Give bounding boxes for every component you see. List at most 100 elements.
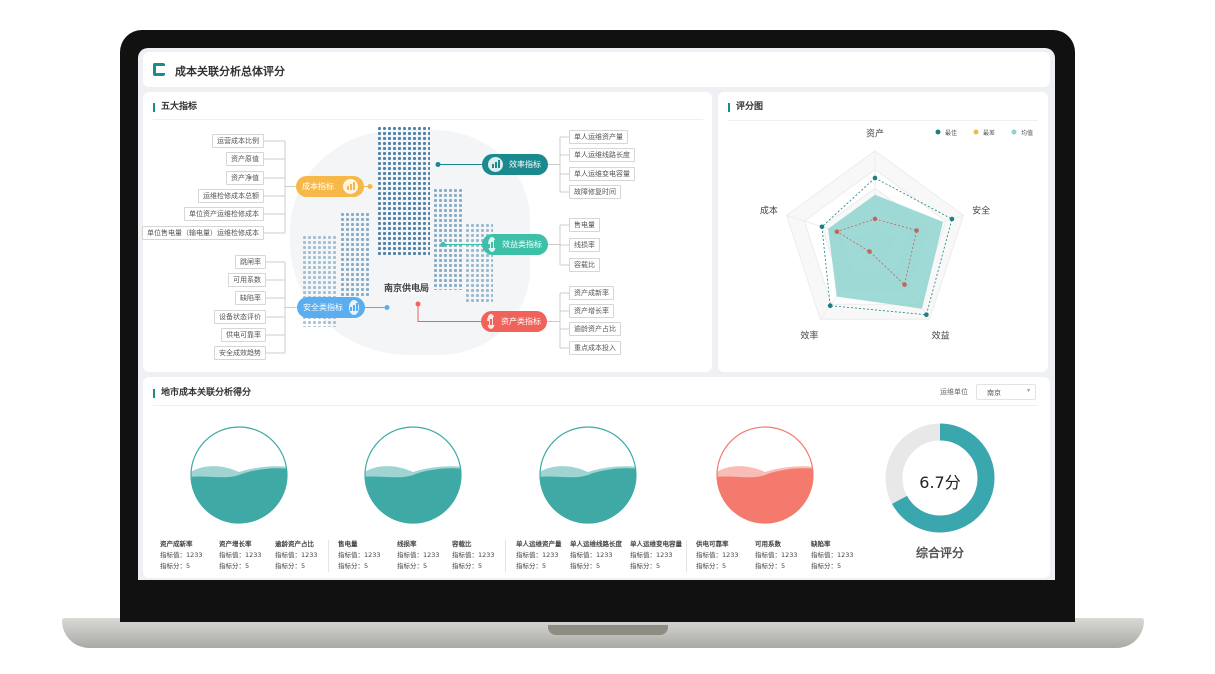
radar-axis-label: 效率 <box>800 329 818 341</box>
indicator-leaf[interactable]: 资产净值 <box>226 171 264 185</box>
radar-axis-label: 效益 <box>932 329 950 341</box>
indicator-node-label: 成本指标 <box>302 182 334 191</box>
indicator-leaf[interactable]: 缺陷率 <box>235 291 266 305</box>
indicator-node-efficiency[interactable]: 效率指标 <box>482 154 548 175</box>
score-gauge <box>190 426 288 524</box>
indicator-value: 指标值：1233 <box>755 551 798 559</box>
wave-front <box>365 468 461 523</box>
indicator-leaf[interactable]: 单人运维线路长度 <box>569 148 635 162</box>
radar-axis-label: 成本 <box>760 205 778 217</box>
indicator-node-safety[interactable]: 安全类指标 <box>297 297 365 318</box>
indicator-leaf[interactable]: 单人运维变电容量 <box>569 167 635 181</box>
divider <box>153 405 1038 406</box>
indicator-name: 单人运维变电容量 <box>630 540 682 548</box>
indicator-detail: 缺陷率 指标值：1233 指标分：5 <box>811 539 854 572</box>
indicator-leaf[interactable]: 资产增长率 <box>569 304 614 318</box>
indicator-leaf[interactable]: 跳闸率 <box>235 255 266 269</box>
indicator-value: 指标值：1233 <box>219 551 262 559</box>
indicator-leaf[interactable]: 设备状态评价 <box>214 310 266 324</box>
wave-front <box>191 468 287 523</box>
radar-point <box>872 175 878 181</box>
indicator-value: 指标值：1233 <box>570 551 613 559</box>
indicator-leaf[interactable]: 安全成效趋势 <box>214 346 266 360</box>
center-label: 南京供电局 <box>384 281 430 294</box>
divider <box>153 119 703 120</box>
overall-donut <box>885 423 995 533</box>
indicator-name: 资产增长率 <box>219 540 252 548</box>
page-title: 成本关联分析总体评分 <box>175 65 285 78</box>
indicator-leaf[interactable]: 运营成本比例 <box>212 134 264 148</box>
gauge-water <box>540 466 636 523</box>
indicator-node-label: 效率指标 <box>509 160 541 169</box>
indicator-name: 资产成新率 <box>160 540 193 548</box>
connector-dot <box>415 301 421 307</box>
indicator-leaf[interactable]: 运维检修成本总额 <box>198 189 264 203</box>
indicator-leaf[interactable]: 线损率 <box>569 238 600 252</box>
indicator-leaf[interactable]: 供电可靠率 <box>221 328 266 342</box>
indicator-value: 指标值：1233 <box>630 551 673 559</box>
app-logo-icon <box>153 63 165 76</box>
building-graphic <box>433 188 463 290</box>
indicator-detail: 单人运维资产量 指标值：1233 指标分：5 <box>516 539 562 572</box>
indicator-leaf[interactable]: 资产成新率 <box>569 286 614 300</box>
radar-point <box>949 216 955 222</box>
column-divider <box>328 540 329 572</box>
unit-select[interactable]: 南京 ▾ <box>976 384 1036 400</box>
indicator-node-asset[interactable]: 资产类指标 <box>481 311 547 332</box>
connector-dot <box>367 184 373 189</box>
bar-chart-icon <box>343 179 358 194</box>
donut-fill <box>885 423 995 533</box>
indicator-score: 指标分：5 <box>630 562 661 570</box>
radar-axis-label: 资产 <box>866 127 884 139</box>
indicator-detail: 供电可靠率 指标值：1233 指标分：5 <box>696 539 739 572</box>
indicator-value: 指标值：1233 <box>160 551 203 559</box>
radar-series-avg <box>828 194 944 309</box>
radar-series-best <box>821 177 953 316</box>
overall-score: 6.7分 <box>919 473 961 492</box>
indicator-node-benefit[interactable]: 效益类指标 <box>482 234 548 255</box>
indicator-value: 指标值：1233 <box>338 551 381 559</box>
gauge-water <box>717 466 813 523</box>
connector-dot <box>435 162 441 167</box>
indicator-leaf[interactable]: 单位资产运维检修成本 <box>184 207 264 221</box>
score-gauge <box>539 426 637 524</box>
indicator-leaf[interactable]: 可用系数 <box>228 273 266 287</box>
indicator-name: 容载比 <box>452 540 472 548</box>
legend-marker <box>935 129 941 135</box>
indicator-node-label: 安全类指标 <box>303 303 343 312</box>
indicator-node-cost[interactable]: 成本指标 <box>296 176 364 197</box>
indicator-leaf[interactable]: 容载比 <box>569 258 600 272</box>
indicator-node-label: 效益类指标 <box>502 240 542 249</box>
connector-line <box>417 304 481 322</box>
radar-point <box>872 216 878 222</box>
five-indicators-title: 五大指标 <box>153 103 197 112</box>
indicator-leaf[interactable]: 重点成本投入 <box>569 341 621 355</box>
indicator-leaf[interactable]: 单位售电量（输电量）运维检修成本 <box>142 226 264 240</box>
chevron-down-icon: ▾ <box>1026 387 1030 394</box>
indicator-leaf[interactable]: 单人运维资产量 <box>569 130 628 144</box>
indicator-leaf[interactable]: 故障修复时间 <box>569 185 621 199</box>
indicator-leaf[interactable]: 售电量 <box>569 218 600 232</box>
gauge-water <box>191 466 287 523</box>
unit-select-value: 南京 <box>987 389 1001 397</box>
indicator-leaf[interactable]: 资产原值 <box>226 152 264 166</box>
legend-label: 均值 <box>1021 129 1033 137</box>
indicator-score: 指标分：5 <box>570 562 601 570</box>
indicator-value: 指标值：1233 <box>811 551 854 559</box>
indicator-leaf[interactable]: 逾龄资产占比 <box>569 322 621 336</box>
indicator-score: 指标分：5 <box>160 562 191 570</box>
legend-label: 最差 <box>983 129 995 137</box>
indicator-name: 可用系数 <box>755 540 781 548</box>
indicator-detail: 售电量 指标值：1233 指标分：5 <box>338 539 381 572</box>
building-graphic <box>340 212 370 297</box>
indicator-score: 指标分：5 <box>516 562 547 570</box>
bar-chart-icon <box>488 157 503 172</box>
bar-chart-icon <box>487 314 495 329</box>
indicator-value: 指标值：1233 <box>452 551 495 559</box>
indicator-score: 指标分：5 <box>696 562 727 570</box>
indicator-score: 指标分：5 <box>811 562 842 570</box>
gauge-water <box>365 466 461 523</box>
overall-label: 综合评分 <box>915 546 964 560</box>
